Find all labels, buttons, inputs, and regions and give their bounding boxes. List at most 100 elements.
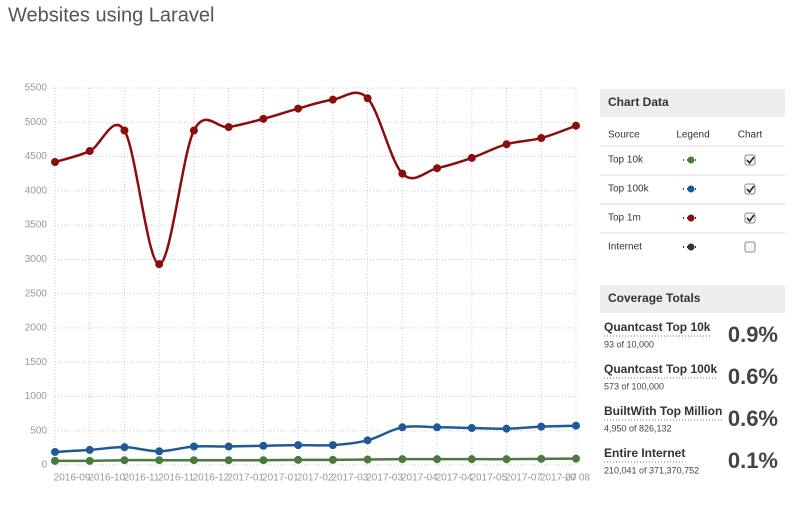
x-tick-label: 2017-01 <box>227 473 264 484</box>
x-tick-label: 2017-07 <box>540 473 577 484</box>
data-point <box>51 158 59 167</box>
data-point <box>398 423 407 432</box>
coverage-value: 0.1% <box>728 448 778 473</box>
data-point <box>120 456 129 465</box>
x-tick-label: 2017-03 <box>332 473 369 484</box>
data-point <box>294 104 303 113</box>
coverage-title: Coverage Totals <box>608 291 701 305</box>
coverage-label[interactable]: BuiltWith Top Million <box>604 404 722 418</box>
series-line <box>54 91 577 266</box>
x-tick-label: 2016-11 <box>158 473 194 484</box>
data-point <box>155 260 164 269</box>
coverage-detail: 210,041 of 371,370,752 <box>604 465 699 475</box>
data-point <box>224 456 233 465</box>
legend-source: Top 10k <box>608 155 644 166</box>
coverage-detail: 4,950 of 826,132 <box>604 423 672 433</box>
data-point <box>85 445 94 454</box>
data-point <box>294 455 303 464</box>
coverage-value: 0.6% <box>728 406 778 431</box>
data-point <box>433 164 442 173</box>
y-tick-label: 1000 <box>25 391 48 402</box>
x-tick-label: 2017-03 <box>366 473 403 484</box>
legend-swatch <box>687 243 695 251</box>
data-point <box>502 455 511 464</box>
data-point <box>398 169 407 178</box>
coverage-detail: 573 of 100,000 <box>604 381 664 391</box>
data-point <box>537 134 546 143</box>
data-point <box>189 126 198 135</box>
chart-data-title: Chart Data <box>608 95 669 109</box>
legend-source: Internet <box>608 242 642 253</box>
data-point <box>189 442 198 451</box>
column-header: Chart <box>738 130 763 141</box>
data-point <box>51 447 59 456</box>
y-tick-label: 500 <box>30 425 47 436</box>
data-point <box>189 456 198 465</box>
x-tick-label: 2016-12 <box>193 473 230 484</box>
data-point <box>363 94 372 103</box>
y-tick-label: 5500 <box>25 83 48 94</box>
data-point <box>259 441 268 450</box>
y-tick-label: 3000 <box>25 254 48 265</box>
y-tick-label: 0 <box>41 460 47 471</box>
data-point <box>572 121 580 130</box>
legend-swatch <box>687 185 695 193</box>
data-point <box>224 442 233 451</box>
x-tick-label: 2017-07 <box>505 473 542 484</box>
legend-swatch <box>687 156 695 164</box>
x-tick-label: 2017-04 <box>436 473 473 484</box>
x-tick-label: 20 08 <box>565 473 590 484</box>
data-point <box>467 423 476 432</box>
data-point <box>433 455 442 464</box>
chart-checkbox[interactable] <box>744 212 756 224</box>
data-point <box>502 140 511 149</box>
y-tick-label: 4000 <box>25 185 48 196</box>
data-point <box>398 455 407 464</box>
data-point <box>537 422 546 431</box>
y-tick-label: 3500 <box>25 220 48 231</box>
checkmark <box>746 185 755 194</box>
coverage-label[interactable]: Entire Internet <box>604 446 685 460</box>
data-point <box>572 421 580 430</box>
series-line <box>54 424 577 454</box>
series-line <box>54 457 577 463</box>
data-point <box>259 456 268 465</box>
y-tick-label: 2500 <box>25 288 48 299</box>
data-point <box>328 441 337 450</box>
column-header: Source <box>608 130 640 141</box>
coverage-label[interactable]: Quantcast Top 100k <box>604 362 717 376</box>
coverage-detail: 93 of 10,000 <box>604 339 654 349</box>
data-point <box>572 454 580 463</box>
data-point <box>328 95 337 104</box>
data-point <box>363 436 372 445</box>
data-point <box>467 153 476 162</box>
x-tick-label: 2017-02 <box>297 473 334 484</box>
chart-checkbox[interactable] <box>744 183 756 195</box>
data-point <box>294 441 303 450</box>
x-tick-label: 2017-05 <box>470 473 507 484</box>
chart-checkbox[interactable] <box>744 241 756 253</box>
data-point <box>467 455 476 464</box>
data-point <box>259 114 268 123</box>
data-point <box>85 147 94 156</box>
data-point <box>433 423 442 432</box>
page-title: Websites using Laravel <box>8 4 214 26</box>
x-tick-label: 2017-04 <box>401 473 438 484</box>
checkmark <box>746 156 755 165</box>
chart-checkbox[interactable] <box>744 154 756 166</box>
y-tick-label: 4500 <box>25 151 48 162</box>
data-point <box>155 456 164 465</box>
data-point <box>155 447 164 456</box>
y-tick-label: 2000 <box>25 323 48 334</box>
x-tick-label: 2016-11 <box>123 473 159 484</box>
coverage-value: 0.6% <box>728 364 778 389</box>
legend-source: Top 1m <box>608 213 641 224</box>
y-tick-label: 5000 <box>25 117 48 128</box>
coverage-value: 0.9% <box>728 322 778 347</box>
y-tick-label: 1500 <box>25 357 48 368</box>
x-tick-label: 2016-10 <box>88 473 125 484</box>
data-point <box>51 456 59 465</box>
checkmark <box>746 214 755 223</box>
coverage-label[interactable]: Quantcast Top 10k <box>604 320 711 334</box>
